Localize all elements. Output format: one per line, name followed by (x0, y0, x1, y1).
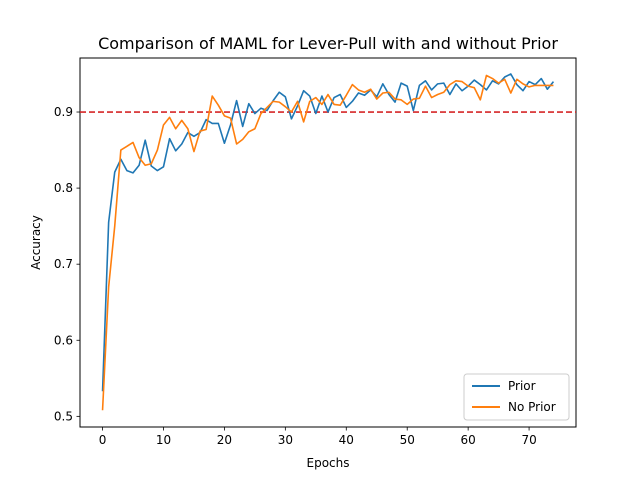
y-axis: 0.5 0.6 0.7 0.8 0.9 (54, 105, 80, 423)
y-tick-label: 0.5 (54, 409, 73, 423)
y-axis-label: Accuracy (29, 215, 43, 270)
x-tick-label: 10 (156, 433, 171, 447)
chart-title: Comparison of MAML for Lever-Pull with a… (98, 34, 558, 53)
x-tick-label: 60 (461, 433, 476, 447)
x-tick-label: 20 (217, 433, 232, 447)
plot-frame (79, 57, 577, 428)
x-tick-label: 50 (400, 433, 415, 447)
series-layer (101, 73, 555, 411)
x-tick-label: 40 (339, 433, 354, 447)
x-tick-label: 0 (99, 433, 107, 447)
series-line-no-prior (101, 74, 554, 411)
y-tick-label: 0.6 (54, 333, 73, 347)
series-line-prior (101, 73, 555, 392)
x-tick-label: 30 (278, 433, 293, 447)
x-axis-label: Epochs (307, 456, 350, 470)
legend-label-prior: Prior (508, 379, 536, 393)
y-tick-label: 0.9 (54, 105, 73, 119)
y-tick-label: 0.8 (54, 181, 73, 195)
legend-label-no-prior: No Prior (508, 400, 556, 414)
y-tick-label: 0.7 (54, 257, 73, 271)
plot-area (79, 57, 577, 428)
legend: Prior No Prior (463, 373, 570, 421)
x-tick-label: 70 (521, 433, 536, 447)
x-axis: 0 10 20 30 40 50 60 70 (99, 427, 537, 447)
